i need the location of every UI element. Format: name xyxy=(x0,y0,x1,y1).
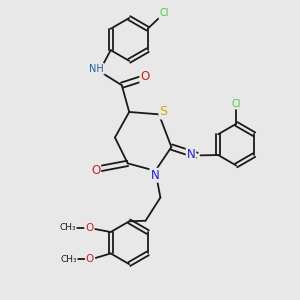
Text: O: O xyxy=(140,70,150,83)
Text: CH₃: CH₃ xyxy=(59,223,76,232)
Text: Cl: Cl xyxy=(159,8,169,18)
Text: N: N xyxy=(187,148,195,161)
Text: CH₃: CH₃ xyxy=(60,255,77,264)
Text: Cl: Cl xyxy=(231,99,241,109)
Text: O: O xyxy=(86,254,94,264)
Text: N: N xyxy=(150,169,159,182)
Text: NH: NH xyxy=(89,64,104,74)
Text: S: S xyxy=(159,106,167,118)
Text: O: O xyxy=(91,164,100,177)
Text: O: O xyxy=(85,223,93,232)
